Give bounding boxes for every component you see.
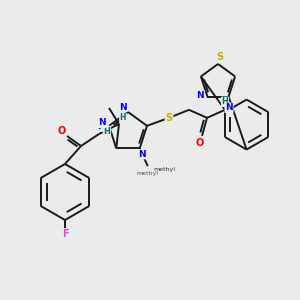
Text: N: N: [138, 150, 146, 159]
Text: F: F: [62, 229, 68, 239]
Text: H: H: [222, 97, 229, 106]
Text: H: H: [103, 127, 110, 136]
Text: S: S: [166, 113, 172, 123]
Text: N: N: [119, 103, 127, 112]
Text: O: O: [58, 126, 66, 136]
Text: N: N: [196, 91, 204, 100]
Text: N: N: [97, 121, 105, 131]
Text: H: H: [120, 113, 126, 122]
Text: N: N: [225, 103, 233, 112]
Text: methyl: methyl: [154, 167, 176, 172]
Text: methyl: methyl: [137, 171, 159, 176]
Text: O: O: [196, 138, 204, 148]
Text: S: S: [216, 52, 224, 62]
Text: N: N: [98, 118, 106, 127]
